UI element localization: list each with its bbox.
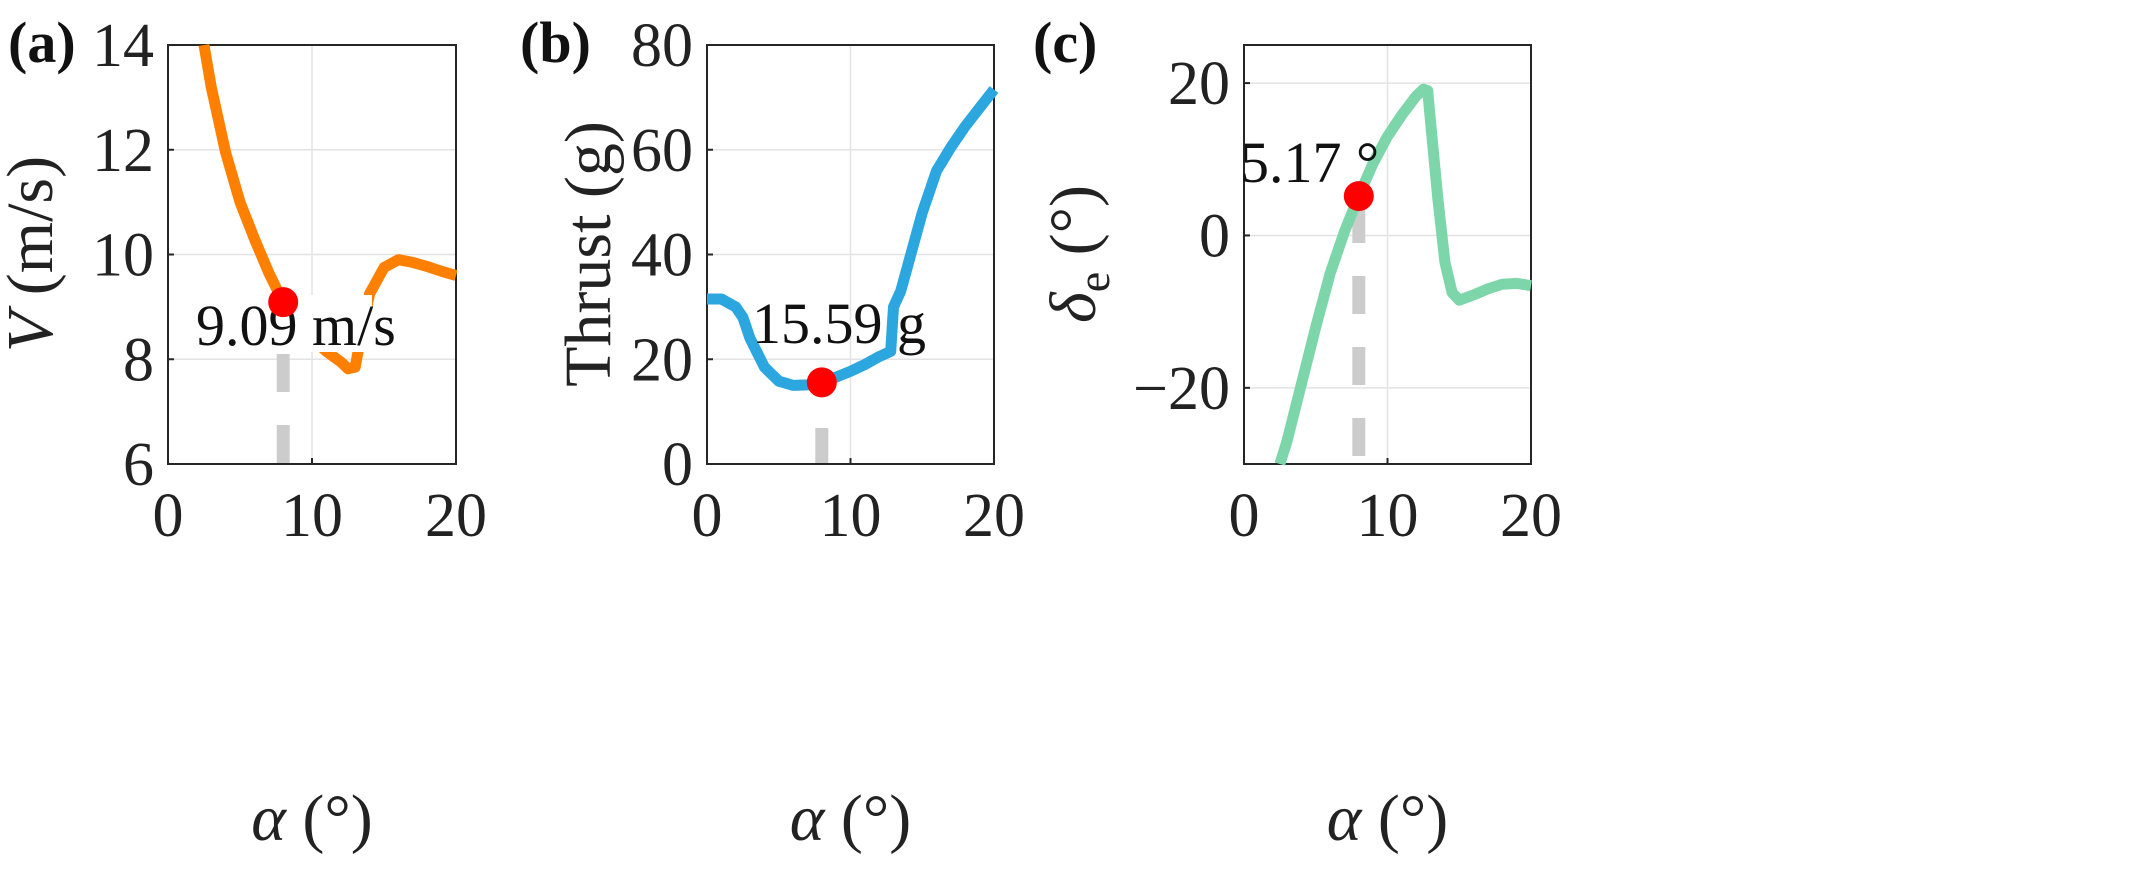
y-tick-label: 80: [631, 12, 693, 80]
y-tick-label: 20: [631, 326, 693, 394]
y-tick-label: 6: [123, 431, 154, 499]
marker-point: [806, 367, 837, 398]
x-tick-label: 20: [1500, 482, 1562, 550]
x-tick-label: 0: [153, 482, 184, 550]
y-tick-label: 0: [1199, 202, 1230, 270]
x-tick-label: 0: [692, 482, 723, 550]
panel-label: (a): [8, 10, 76, 75]
marker-point: [1343, 181, 1374, 212]
x-axis-label: α (°): [251, 782, 373, 855]
y-tick-label: 40: [631, 222, 693, 290]
y-tick-label: 0: [662, 431, 693, 499]
y-tick-label: 14: [92, 12, 154, 80]
y-tick-label: 60: [631, 117, 693, 185]
marker-point: [268, 287, 299, 318]
y-axis-label: V (m/s): [0, 156, 67, 352]
y-tick-label: 12: [92, 117, 154, 185]
y-tick-label: 8: [123, 326, 154, 394]
x-tick-label: 20: [963, 482, 1025, 550]
y-axis-label: Thrust (g): [552, 121, 625, 387]
x-axis-label: α (°): [790, 782, 912, 855]
y-axis-label: δe (°): [1037, 185, 1119, 323]
x-axis-label: α (°): [1327, 782, 1449, 855]
y-tick-label: 10: [92, 222, 154, 290]
x-tick-label: 10: [281, 482, 343, 550]
y-tick-label: 20: [1168, 50, 1230, 118]
series-line: [707, 86, 999, 391]
x-tick-label: 10: [1357, 482, 1419, 550]
marker-annotation: 15.59 g: [752, 291, 926, 356]
panel-label: (c): [1033, 10, 1097, 75]
x-tick-label: 10: [820, 482, 882, 550]
panel-b: 15.59 g 0 10 20 0 20 40 60 80 α (°) Thrust (g) (b): [520, 10, 1025, 855]
x-tick-label: 0: [1229, 482, 1260, 550]
series-line: [198, 44, 458, 375]
panel-label: (b): [520, 10, 591, 75]
x-tick-label: 20: [425, 482, 487, 550]
y-tick-label: −20: [1133, 355, 1230, 423]
series-line: [1274, 83, 1532, 466]
